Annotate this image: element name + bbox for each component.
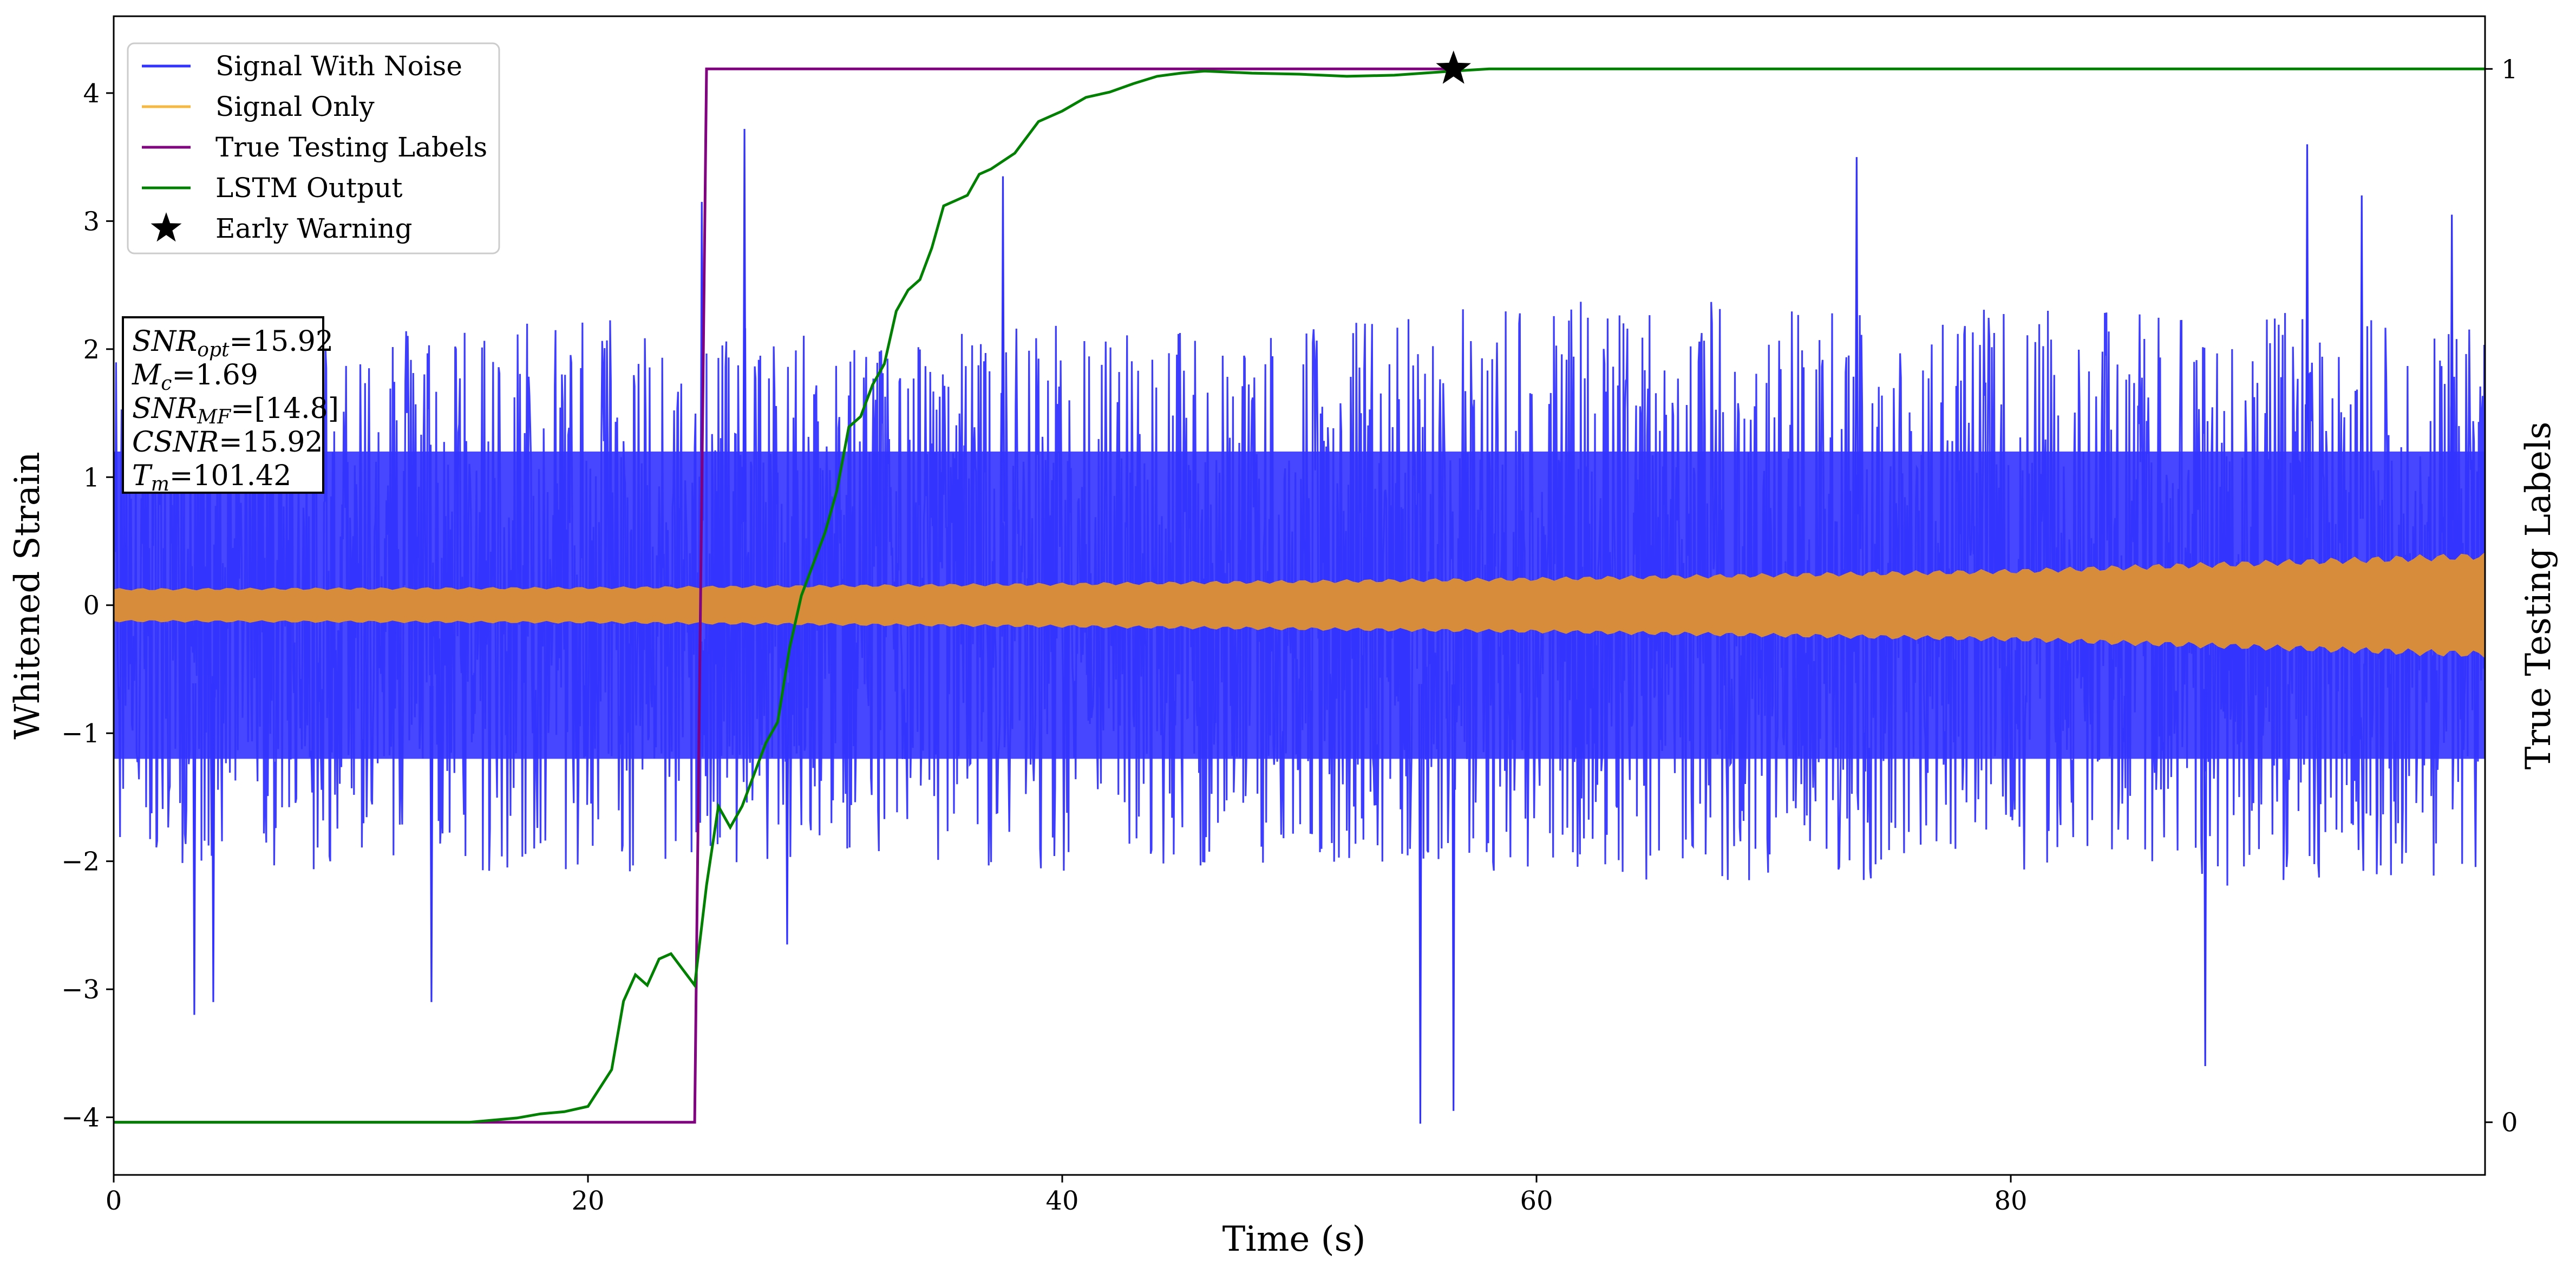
annotation-line: CSNR=15.92 [132, 426, 323, 459]
annotation-box [122, 316, 324, 494]
y-left-tick-label: 1 [83, 462, 100, 493]
noise-peak-2 [429, 685, 434, 1002]
y-axis-right: 01 [2485, 54, 2518, 1138]
x-tick-label: 80 [1994, 1186, 2027, 1216]
y-left-tick-label: −2 [61, 847, 100, 877]
legend-label: LSTM Output [215, 172, 402, 204]
legend-label: True Testing Labels [215, 132, 487, 163]
noise-peak-6 [1001, 176, 1005, 522]
y-axis-left-title: Whitened Strain [8, 452, 48, 739]
annotation-line: Tm=101.42 [132, 460, 291, 495]
x-axis-title: Time (s) [1222, 1219, 1366, 1259]
x-axis: 0 20 40 60 80 [106, 1175, 2028, 1216]
legend: Signal With Noise Signal Only True Testing… [127, 42, 500, 254]
annotation-line: SNRMF=[14.8] [132, 393, 339, 428]
legend-marker-star [151, 212, 182, 242]
stats-annotation: SNRopt=15.92Mc=1.69SNRMF=[14.8]CSNR=15.9… [122, 316, 339, 495]
plot-frame [113, 15, 2486, 1176]
noise-peak-7 [1418, 684, 1423, 1124]
y-left-tick-label: −4 [61, 1103, 100, 1133]
noise-peak-12 [2359, 195, 2364, 519]
y-left-tick-label: 3 [83, 206, 100, 237]
noise-peak-5 [785, 682, 789, 945]
x-tick-label: 0 [106, 1186, 122, 1216]
y-axis-left: −4 −3 −2 −1 0 1 2 3 4 [61, 79, 114, 1133]
y-axis-right-title: True Testing Labels [2519, 422, 2559, 770]
noise-peak-11 [2305, 144, 2310, 518]
noise-peak-1 [211, 683, 215, 1002]
plot-area [114, 50, 2485, 1124]
y-right-tick-label: 0 [2501, 1108, 2518, 1138]
annotation-line: Mc=1.69 [132, 359, 258, 395]
y-left-tick-label: 4 [83, 79, 100, 109]
y-left-tick-label: −3 [61, 975, 100, 1005]
lstm-output-series [114, 67, 2485, 1124]
annotation-line: SNRopt=15.92 [132, 325, 334, 361]
x-tick-label: 40 [1045, 1186, 1078, 1216]
lstm-output-line [114, 67, 2485, 1124]
legend-label: Signal With Noise [215, 50, 462, 82]
legend-label: Signal Only [215, 91, 375, 122]
legend-label: Early Warning [215, 213, 413, 244]
signal-only-series [114, 552, 2485, 659]
early-warning-marker [1436, 50, 1471, 84]
noise-peak-13 [2449, 214, 2454, 520]
signal-only-band [114, 552, 2485, 659]
y-right-tick-label: 1 [2501, 54, 2518, 84]
noise-peak-9 [1854, 157, 1859, 514]
noise-peak-4 [742, 129, 747, 522]
y-left-tick-label: 2 [83, 335, 100, 365]
early-warning-series [1436, 50, 1471, 84]
legend-box [127, 42, 500, 254]
x-tick-label: 20 [571, 1186, 604, 1216]
y-left-tick-label: 0 [83, 591, 100, 621]
x-tick-label: 60 [1520, 1186, 1553, 1216]
y-left-tick-label: −1 [61, 718, 100, 749]
